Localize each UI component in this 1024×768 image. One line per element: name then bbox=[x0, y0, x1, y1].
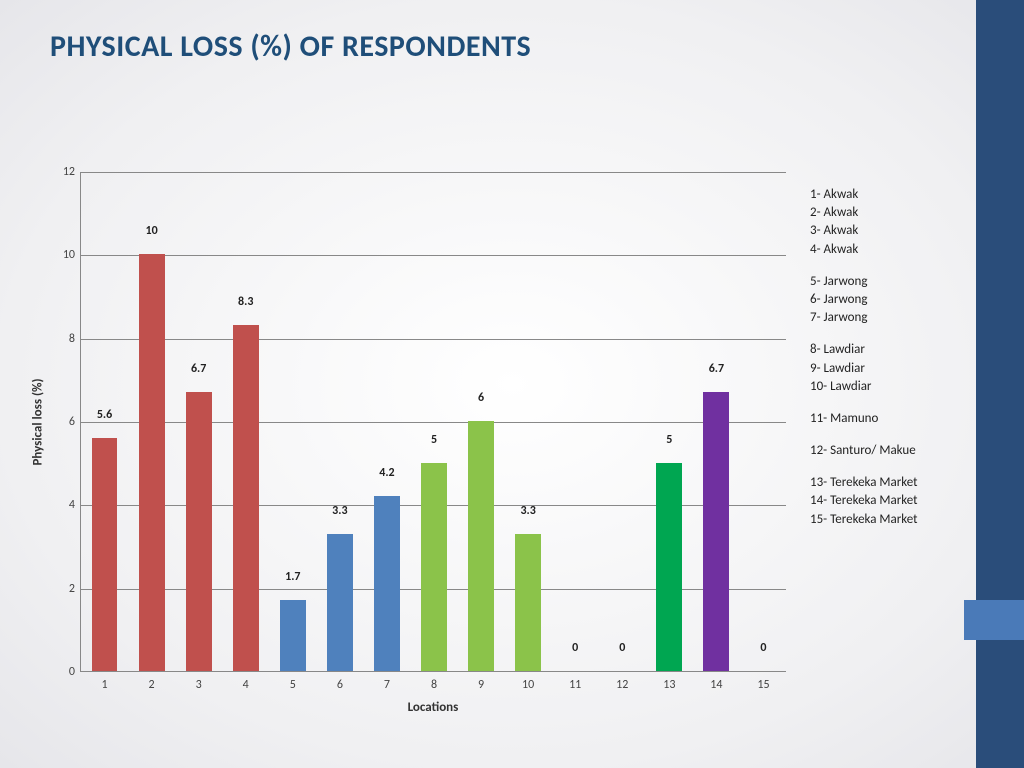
legend-item: 14- Terekeka Market bbox=[810, 492, 918, 510]
ytick-label: 6 bbox=[51, 415, 75, 429]
xtick-label: 12 bbox=[616, 678, 628, 692]
bar bbox=[186, 392, 212, 671]
legend-item: 6- Jarwong bbox=[810, 291, 918, 309]
side-accent bbox=[964, 600, 1024, 640]
bar bbox=[233, 325, 259, 671]
legend-item: 5- Jarwong bbox=[810, 273, 918, 291]
legend-item: 13- Terekeka Market bbox=[810, 474, 918, 492]
xtick-label: 7 bbox=[384, 678, 390, 692]
xtick-label: 10 bbox=[522, 678, 534, 692]
bar-value-label: 5 bbox=[431, 433, 437, 447]
bar-value-label: 6.7 bbox=[709, 362, 724, 376]
bar bbox=[421, 463, 447, 671]
bar bbox=[327, 534, 353, 672]
bar-value-label: 3.3 bbox=[332, 504, 347, 518]
location-legend: 1- Akwak2- Akwak3- Akwak4- Akwak 5- Jarwo… bbox=[810, 186, 918, 543]
gridline bbox=[81, 172, 786, 173]
legend-item: 12- Santuro/ Makue bbox=[810, 442, 918, 460]
side-stripe bbox=[976, 0, 1024, 768]
ytick-label: 10 bbox=[51, 248, 75, 262]
y-axis-label: Physical loss (%) bbox=[31, 378, 46, 465]
legend-item: 15- Terekeka Market bbox=[810, 511, 918, 529]
bar-value-label: 8.3 bbox=[238, 295, 253, 309]
legend-item: 9- Lawdiar bbox=[810, 360, 918, 378]
bar bbox=[92, 438, 118, 671]
legend-item: 3- Akwak bbox=[810, 222, 918, 240]
legend-item: 7- Jarwong bbox=[810, 309, 918, 327]
legend-group: 12- Santuro/ Makue bbox=[810, 442, 918, 460]
bar-value-label: 0 bbox=[619, 641, 625, 655]
legend-group: 13- Terekeka Market14- Terekeka Market15… bbox=[810, 474, 918, 529]
xtick-label: 6 bbox=[337, 678, 343, 692]
bar bbox=[280, 600, 306, 671]
legend-item: 4- Akwak bbox=[810, 241, 918, 259]
bar-value-label: 6 bbox=[478, 391, 484, 405]
bar-value-label: 10 bbox=[146, 224, 158, 238]
bar-value-label: 0 bbox=[760, 641, 766, 655]
xtick-label: 14 bbox=[710, 678, 722, 692]
xtick-label: 8 bbox=[431, 678, 437, 692]
bar-value-label: 3.3 bbox=[520, 504, 535, 518]
xtick-label: 9 bbox=[478, 678, 484, 692]
xtick-label: 1 bbox=[101, 678, 107, 692]
xtick-label: 13 bbox=[663, 678, 675, 692]
bar bbox=[468, 421, 494, 671]
ytick-label: 12 bbox=[51, 165, 75, 179]
bar-value-label: 0 bbox=[572, 641, 578, 655]
legend-item: 8- Lawdiar bbox=[810, 341, 918, 359]
bar-value-label: 5 bbox=[666, 433, 672, 447]
legend-item: 2- Akwak bbox=[810, 204, 918, 222]
bar-value-label: 5.6 bbox=[97, 408, 112, 422]
legend-group: 5- Jarwong6- Jarwong7- Jarwong bbox=[810, 273, 918, 328]
gridline bbox=[81, 339, 786, 340]
gridline bbox=[81, 255, 786, 256]
xtick-label: 2 bbox=[149, 678, 155, 692]
bar bbox=[515, 534, 541, 672]
bar-value-label: 4.2 bbox=[379, 466, 394, 480]
ytick-label: 4 bbox=[51, 498, 75, 512]
xtick-label: 5 bbox=[290, 678, 296, 692]
legend-item: 1- Akwak bbox=[810, 186, 918, 204]
bar-value-label: 6.7 bbox=[191, 362, 206, 376]
ytick-label: 2 bbox=[51, 582, 75, 596]
xtick-label: 4 bbox=[243, 678, 249, 692]
bar bbox=[139, 254, 165, 671]
legend-item: 11- Mamuno bbox=[810, 410, 918, 428]
legend-group: 8- Lawdiar9- Lawdiar10- Lawdiar bbox=[810, 341, 918, 396]
legend-group: 1- Akwak2- Akwak3- Akwak4- Akwak bbox=[810, 186, 918, 259]
x-axis-label: Locations bbox=[408, 700, 459, 715]
bar bbox=[656, 463, 682, 671]
xtick-label: 11 bbox=[569, 678, 581, 692]
bar bbox=[374, 496, 400, 671]
ytick-label: 8 bbox=[51, 332, 75, 346]
bar-value-label: 1.7 bbox=[285, 570, 300, 584]
legend-group: 11- Mamuno bbox=[810, 410, 918, 428]
ytick-label: 0 bbox=[51, 665, 75, 679]
bar bbox=[703, 392, 729, 671]
page-title: PHYSICAL LOSS (%) OF RESPONDENTS bbox=[50, 28, 531, 65]
xtick-label: 15 bbox=[757, 678, 769, 692]
chart-plot: 0246810125.611026.738.341.753.364.275869… bbox=[80, 172, 786, 672]
legend-item: 10- Lawdiar bbox=[810, 378, 918, 396]
xtick-label: 3 bbox=[196, 678, 202, 692]
